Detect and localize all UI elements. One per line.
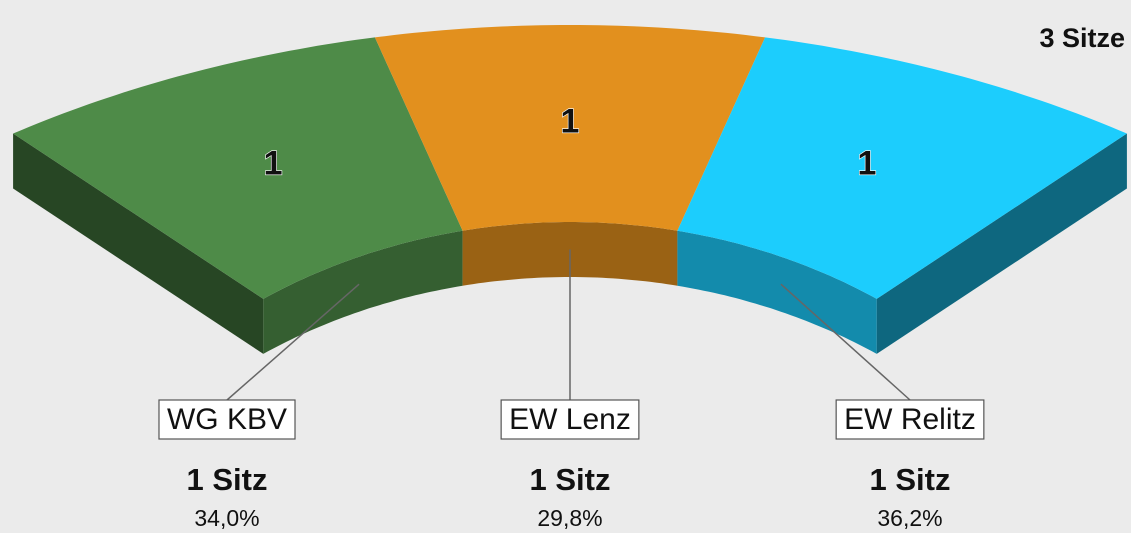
share-label: 29,8% <box>537 505 602 531</box>
share-label: 36,2% <box>877 505 942 531</box>
segment <box>13 37 463 299</box>
share-label: 34,0% <box>194 505 259 531</box>
leader-line <box>226 283 360 401</box>
seat-label: 1 Sitz <box>187 462 268 497</box>
label-box <box>500 399 640 440</box>
party-name: EW Lenz <box>509 403 631 436</box>
leader-line <box>780 283 911 401</box>
segment-side <box>263 230 463 354</box>
segment-end <box>876 133 1127 354</box>
seat-count: 1 <box>561 102 580 140</box>
seat-count: 1 <box>858 144 877 182</box>
segment <box>677 37 1127 299</box>
party-name: WG KBV <box>167 403 287 436</box>
seat-label: 1 Sitz <box>870 462 951 497</box>
seat-label: 1 Sitz <box>530 462 611 497</box>
party-label: WG KBV <box>158 399 296 440</box>
seat-count: 1 <box>264 144 283 182</box>
party-label: EW Lenz <box>500 399 640 440</box>
chart-title: 3 Sitze <box>1039 23 1125 53</box>
label-box <box>158 399 296 440</box>
segment <box>374 25 766 231</box>
label-box <box>835 399 985 440</box>
segment-side <box>677 230 877 354</box>
party-name: EW Relitz <box>844 403 976 436</box>
segment-end <box>13 133 264 354</box>
party-label: EW Relitz <box>835 399 985 440</box>
